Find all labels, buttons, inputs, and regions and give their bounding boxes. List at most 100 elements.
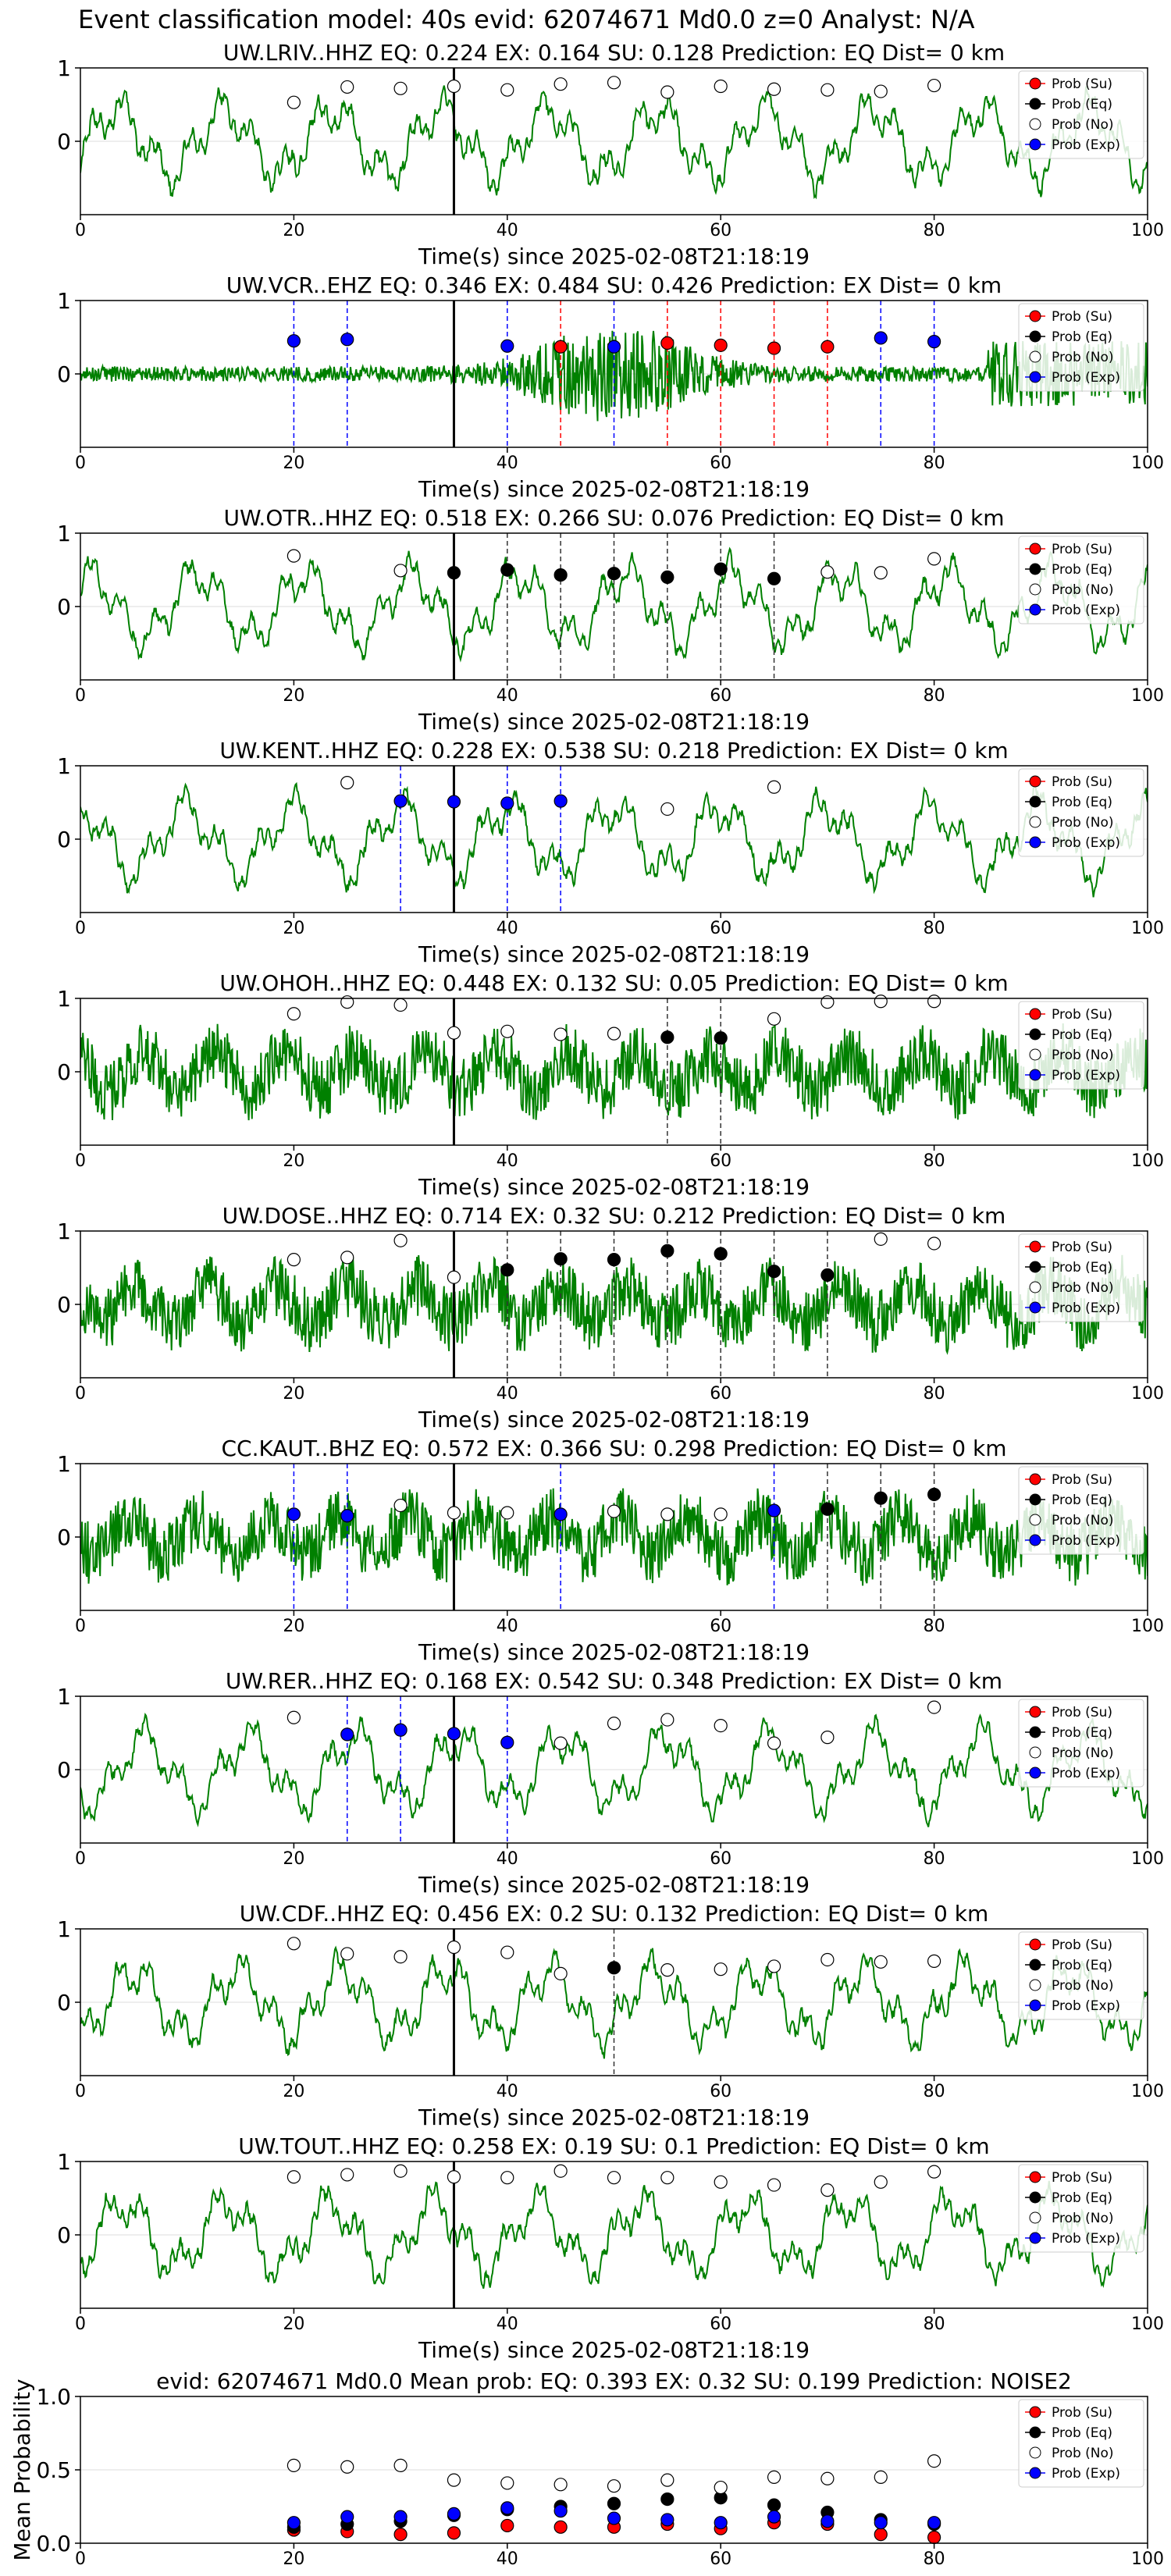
prob-point-no	[393, 998, 408, 1012]
prob-point-exp	[287, 1507, 301, 1521]
x-tick-label: 20	[283, 2082, 304, 2101]
legend-marker-no	[1029, 583, 1041, 596]
legend-marker-eq	[1029, 330, 1041, 343]
x-tick-label: 60	[710, 1849, 731, 1869]
prob-point-exp	[500, 339, 514, 353]
prob-point-exp	[874, 331, 888, 345]
prob-point-no	[500, 83, 514, 97]
x-tick-label: 20	[283, 454, 304, 473]
mean-prob-point-exp	[820, 2514, 835, 2528]
legend-label: Prob (Exp)	[1052, 1998, 1120, 2014]
prob-point-no	[874, 994, 888, 1009]
prob-point-no	[287, 2170, 301, 2184]
y-tick-label: 1	[57, 1916, 71, 1942]
prob-point-no	[287, 1710, 301, 1724]
prob-point-no	[553, 1027, 568, 1041]
mean-prob-point-eq	[660, 2492, 674, 2507]
seismogram-trace	[80, 1488, 1148, 1586]
x-tick-label: 40	[497, 2314, 518, 2334]
x-axis-label: Time(s) since 2025-02-08T21:18:19	[418, 1407, 810, 1432]
mean-prob-point-exp	[874, 2516, 888, 2530]
y-tick-label: 0	[57, 2222, 71, 2248]
legend-label: Prob (No)	[1052, 582, 1114, 598]
chart-title: UW.OHOH..HHZ EQ: 0.448 EX: 0.132 SU: 0.0…	[219, 970, 1008, 996]
x-tick-label: 60	[710, 1617, 731, 1636]
x-tick-label: 0	[75, 1151, 86, 1171]
legend-label: Prob (Exp)	[1052, 1300, 1120, 1316]
prob-point-eq	[607, 567, 621, 581]
mean-prob-point-no	[287, 2458, 301, 2472]
legend-marker-exp	[1029, 1534, 1041, 1546]
prob-point-no	[500, 1506, 514, 1520]
prob-point-no	[767, 2178, 781, 2192]
y-tick-label: 1	[57, 1684, 71, 1710]
legend-label: Prob (No)	[1052, 2446, 1114, 2461]
legend-marker-no	[1029, 1514, 1041, 1526]
prob-point-no	[660, 1713, 674, 1727]
legend-label: Prob (Eq)	[1052, 1027, 1112, 1043]
chart-panel-7: CC.KAUT..BHZ EQ: 0.572 EX: 0.366 SU: 0.2…	[57, 1436, 1164, 1665]
mean-prob-point-no	[447, 2473, 461, 2487]
prob-point-no	[287, 1007, 301, 1021]
x-tick-label: 20	[283, 686, 304, 706]
legend-marker-no	[1029, 1746, 1041, 1759]
mean-prob-point-exp	[340, 2510, 354, 2524]
legend-marker-exp	[1029, 1301, 1041, 1314]
x-tick-label: 60	[710, 1151, 731, 1171]
prob-point-no	[447, 1506, 461, 1520]
x-tick-label: 100	[1131, 2314, 1164, 2334]
prob-point-su	[767, 341, 781, 355]
chart-title: UW.RER..HHZ EQ: 0.168 EX: 0.542 SU: 0.34…	[226, 1668, 1002, 1694]
x-tick-label: 0	[75, 2314, 86, 2334]
prob-point-no	[767, 1012, 781, 1026]
chart-panel-10: UW.TOUT..HHZ EQ: 0.258 EX: 0.19 SU: 0.1 …	[57, 2133, 1164, 2363]
chart-panel-1: UW.LRIV..HHZ EQ: 0.224 EX: 0.164 SU: 0.1…	[57, 40, 1164, 269]
legend-label: Prob (Su)	[1052, 542, 1112, 557]
prob-point-no	[660, 2171, 674, 2185]
legend-label: Prob (Exp)	[1052, 603, 1120, 618]
chart-panel-9: UW.CDF..HHZ EQ: 0.456 EX: 0.2 SU: 0.132 …	[57, 1901, 1164, 2130]
prob-point-no	[500, 1024, 514, 1038]
legend-marker-no	[1029, 816, 1041, 828]
prob-point-no	[340, 2168, 354, 2182]
legend-marker-exp	[1029, 138, 1041, 151]
prob-point-eq	[714, 562, 728, 576]
x-axis-label: Time(s) since 2025-02-08T21:18:19	[418, 1872, 810, 1898]
prob-point-no	[393, 1233, 408, 1247]
x-tick-label: 100	[1131, 2082, 1164, 2101]
legend-label: Prob (No)	[1052, 117, 1114, 133]
prob-point-exp	[500, 796, 514, 810]
legend-marker-su	[1029, 1706, 1041, 1718]
prob-point-exp	[767, 1503, 781, 1517]
prob-point-eq	[660, 1244, 674, 1258]
x-tick-label: 20	[283, 919, 304, 938]
prob-point-no	[447, 1026, 461, 1040]
chart-title: evid: 62074671 Md0.0 Mean prob: EQ: 0.39…	[156, 2368, 1072, 2394]
prob-point-no	[607, 1717, 621, 1731]
legend-label: Prob (Eq)	[1052, 2190, 1112, 2206]
prob-point-no	[820, 995, 835, 1009]
legend-label: Prob (Exp)	[1052, 1068, 1120, 1083]
legend-label: Prob (No)	[1052, 1978, 1114, 1994]
legend-label: Prob (Exp)	[1052, 1766, 1120, 1781]
prob-point-no	[553, 77, 568, 91]
mean-prob-point-no	[340, 2460, 354, 2474]
legend-marker-no	[1029, 1048, 1041, 1061]
seismogram-trace	[80, 1023, 1148, 1121]
legend-marker-exp	[1029, 371, 1041, 383]
prob-point-exp	[500, 1735, 514, 1749]
prob-point-no	[927, 78, 941, 93]
y-tick-label: 0	[57, 129, 71, 155]
y-tick-label: 0	[57, 1292, 71, 1318]
x-tick-label: 100	[1131, 686, 1164, 706]
y-tick-label: 1	[57, 55, 71, 81]
prob-point-eq	[767, 1265, 781, 1279]
y-tick-label: 1	[57, 2149, 71, 2175]
legend-marker-eq	[1029, 2426, 1041, 2439]
x-tick-label: 20	[283, 221, 304, 240]
y-tick-label: 0	[57, 594, 71, 620]
legend-label: Prob (Su)	[1052, 774, 1112, 790]
x-axis-label: Time(s) since 2025-02-08T21:18:19	[418, 709, 810, 735]
legend-label: Prob (Eq)	[1052, 2425, 1112, 2441]
prob-point-no	[340, 1251, 354, 1265]
